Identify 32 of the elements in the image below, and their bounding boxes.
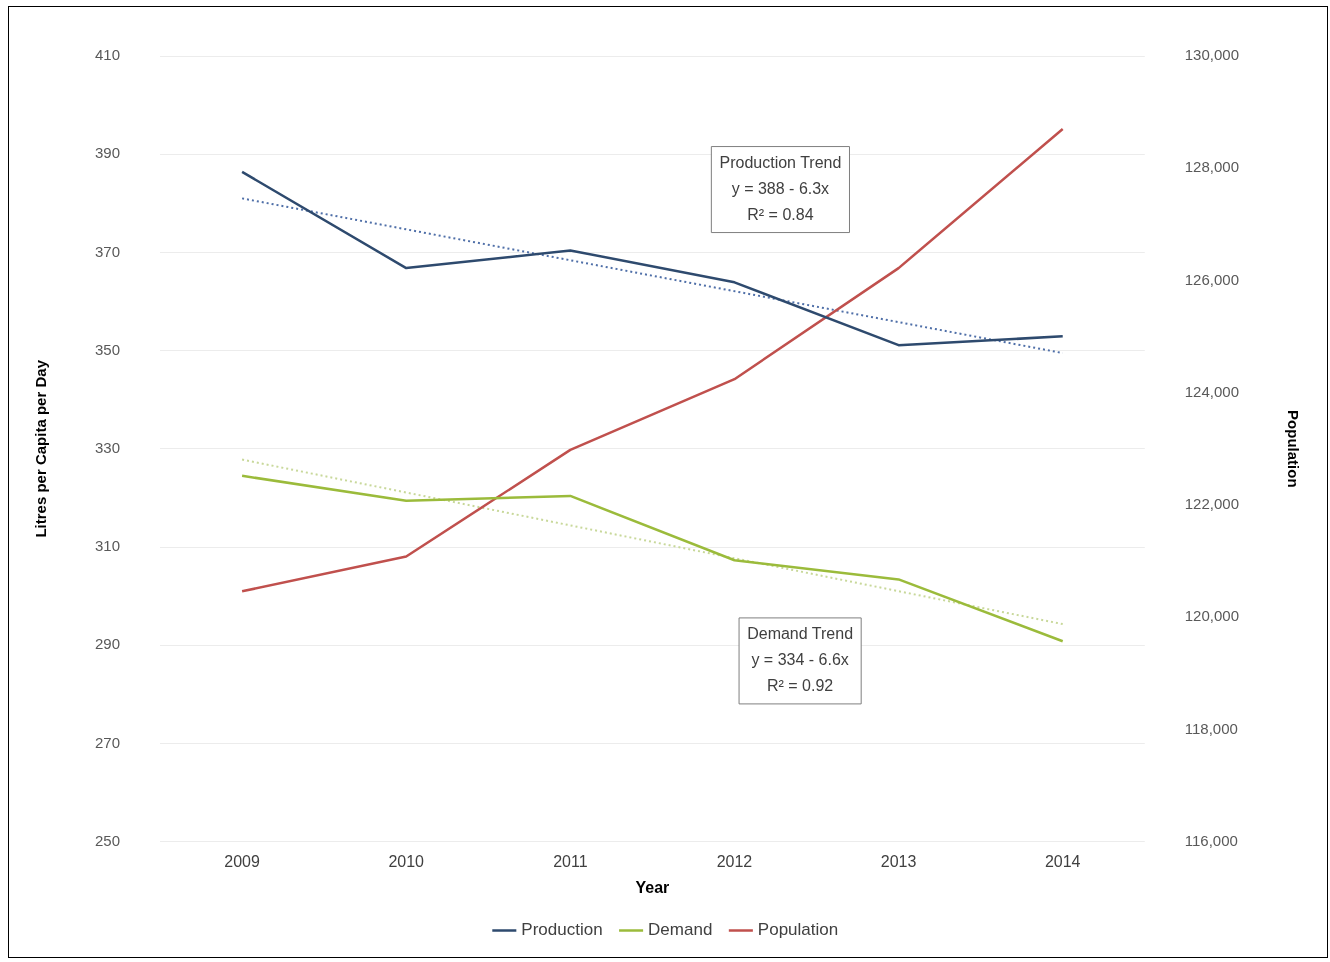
x-tick-label: 2011	[553, 852, 588, 870]
y2-tick-label: 124,000	[1184, 382, 1240, 400]
y2-tick-label: 118,000	[1184, 719, 1238, 737]
y2-tick-label: 116,000	[1184, 831, 1238, 849]
y-tick-label: 310	[95, 537, 121, 555]
x-tick-label: 2010	[388, 852, 425, 870]
x-tick-label: 2009	[224, 852, 260, 870]
y-tick-label: 390	[95, 144, 121, 162]
y-tick-label: 250	[95, 831, 121, 849]
legend-label: Population	[757, 920, 839, 940]
annotation: Demand Trend y = 334 - 6.6x R² = 0.92	[747, 625, 854, 695]
y2-axis-title: Population	[1284, 410, 1302, 488]
x-tick-label: 2012	[716, 852, 753, 870]
y-tick-label: 290	[95, 635, 121, 653]
frame: Year Litres per Capita per Day Population Production Demand Population 2009 2010 2011 2012 2013 2014 250 270 290 310 330 350 370 390 410 116,000 118,000 120,000 122,000 124,000 126,000 128,000 130,000 Production Trend y = 388 - 6.3x R² = 0.84 Demand Trend y = 334 - 6.6x R² = 0.92	[8, 6, 1328, 958]
x-axis-title: Year	[635, 878, 670, 896]
y-tick-label: 410	[95, 46, 121, 64]
y-tick-label: 330	[95, 438, 121, 456]
legend-label: Demand	[648, 920, 713, 940]
y-tick-label: 370	[95, 242, 121, 260]
y-tick-label: 350	[95, 340, 121, 358]
y2-tick-label: 120,000	[1184, 607, 1240, 625]
annotation: Production Trend y = 388 - 6.3x R² = 0.84	[719, 153, 842, 223]
y-tick-label: 270	[95, 733, 121, 751]
y-axis-title: Litres per Capita per Day	[32, 359, 50, 538]
y2-tick-label: 128,000	[1184, 158, 1240, 176]
y2-tick-label: 126,000	[1184, 270, 1240, 288]
legend-label: Production	[521, 920, 603, 940]
x-tick-label: 2014	[1044, 852, 1081, 870]
y2-tick-label: 122,000	[1184, 495, 1240, 513]
y2-tick-label: 130,000	[1184, 46, 1240, 64]
x-tick-label: 2013	[880, 852, 917, 870]
